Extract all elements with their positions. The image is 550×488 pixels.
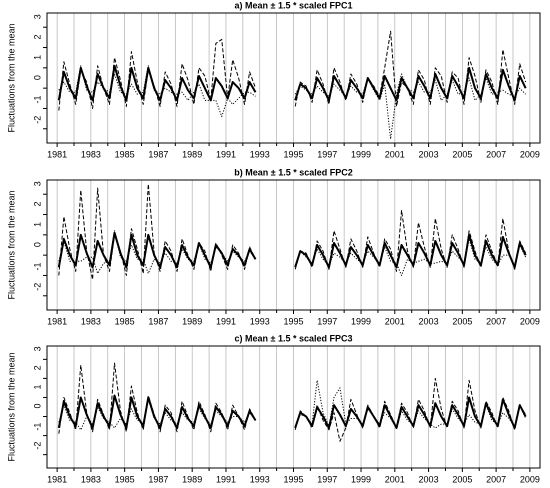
x-tick-label: 2001: [385, 474, 405, 484]
x-tick-label: 2007: [486, 149, 506, 159]
x-tick-label: 1989: [182, 149, 202, 159]
panel-title: b) Mean ± 1.5 * scaled FPC2: [234, 167, 352, 177]
x-tick-label: 1985: [115, 316, 135, 326]
y-tick-label: 3: [32, 346, 42, 351]
x-tick-label: 2009: [520, 474, 540, 484]
x-tick-label: 1993: [250, 316, 270, 326]
y-tick-label: 3: [32, 14, 42, 19]
x-tick-label: 1993: [250, 474, 270, 484]
x-tick-label: 1983: [81, 316, 101, 326]
y-tick-label: 1: [32, 384, 42, 389]
x-tick-label: 1983: [81, 149, 101, 159]
x-tick-label: 1991: [216, 474, 236, 484]
x-tick-label: 2009: [520, 316, 540, 326]
series-line: [58, 230, 527, 276]
x-tick-label: 1999: [351, 474, 371, 484]
y-tick-label: 1: [32, 55, 42, 60]
x-tick-label: 2001: [385, 316, 405, 326]
series-line: [58, 65, 527, 140]
series-line: [58, 362, 527, 442]
y-tick-label: 0: [32, 75, 42, 80]
y-tick-label: -1: [32, 423, 42, 431]
x-tick-label: 1991: [216, 149, 236, 159]
x-tick-label: 2003: [419, 149, 439, 159]
series-line: [57, 64, 527, 102]
x-tick-label: 1991: [216, 316, 236, 326]
x-tick-label: 1981: [47, 474, 67, 484]
y-tick-label: 0: [32, 242, 42, 247]
x-tick-label: 1989: [182, 474, 202, 484]
y-tick-label: 2: [32, 365, 42, 370]
y-tick-label: 3: [32, 181, 42, 186]
y-axis-label: Fluctuations from the mean: [6, 23, 16, 132]
x-tick-label: 2001: [385, 149, 405, 159]
x-tick-label: 1987: [148, 149, 168, 159]
x-tick-label: 1981: [47, 149, 67, 159]
x-tick-label: 1995: [283, 149, 303, 159]
x-tick-label: 1989: [182, 316, 202, 326]
x-tick-label: 1995: [283, 316, 303, 326]
x-tick-label: 1997: [317, 316, 337, 326]
y-axis-label: Fluctuations from the mean: [6, 190, 16, 299]
y-tick-label: 2: [32, 35, 42, 40]
x-tick-label: 1997: [317, 474, 337, 484]
y-tick-label: 2: [32, 202, 42, 207]
x-tick-label: 1985: [115, 474, 135, 484]
x-tick-label: 2009: [520, 149, 540, 159]
panel-title: a) Mean ± 1.5 * scaled FPC1: [235, 0, 353, 10]
x-tick-label: 2007: [486, 474, 506, 484]
y-tick-label: 0: [32, 404, 42, 409]
x-tick-label: 2003: [419, 474, 439, 484]
x-tick-label: 2005: [452, 316, 472, 326]
x-tick-label: 1987: [148, 316, 168, 326]
y-tick-label: 1: [32, 222, 42, 227]
y-axis-label: Fluctuations from the mean: [6, 352, 16, 461]
panel-title: c) Mean ± 1.5 * scaled FPC3: [235, 333, 353, 343]
x-tick-label: 1999: [351, 316, 371, 326]
y-tick-label: -2: [32, 283, 42, 291]
y-tick-label: -2: [32, 116, 42, 124]
x-tick-label: 2005: [452, 474, 472, 484]
x-tick-label: 2007: [486, 316, 506, 326]
x-tick-label: 1999: [351, 149, 371, 159]
x-tick-label: 1983: [81, 474, 101, 484]
x-tick-label: 1981: [47, 316, 67, 326]
y-tick-label: -1: [32, 95, 42, 103]
y-tick-label: -1: [32, 262, 42, 270]
x-tick-label: 1993: [250, 149, 270, 159]
x-tick-label: 2003: [419, 316, 439, 326]
y-tick-label: -2: [32, 442, 42, 450]
series-line: [58, 30, 527, 111]
x-tick-label: 1995: [283, 474, 303, 484]
series-line: [58, 379, 527, 431]
x-tick-label: 1997: [317, 149, 337, 159]
series-line: [58, 183, 527, 281]
x-tick-label: 2005: [452, 149, 472, 159]
x-tick-label: 1987: [148, 474, 168, 484]
x-tick-label: 1985: [115, 149, 135, 159]
